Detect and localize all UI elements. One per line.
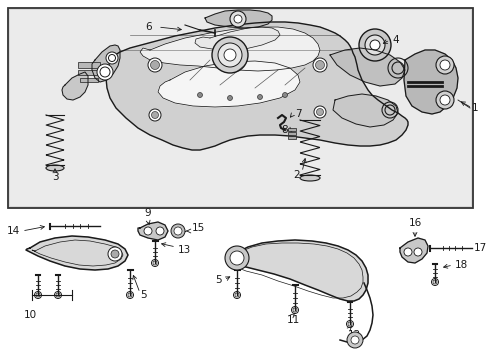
Text: 9: 9 xyxy=(144,208,151,218)
Circle shape xyxy=(403,248,411,256)
Circle shape xyxy=(150,60,159,69)
Polygon shape xyxy=(92,45,120,82)
Polygon shape xyxy=(140,27,319,71)
Circle shape xyxy=(291,306,298,314)
Bar xyxy=(287,128,295,131)
Text: 11: 11 xyxy=(286,315,299,325)
Text: 12: 12 xyxy=(347,330,361,340)
Polygon shape xyxy=(195,27,280,50)
Circle shape xyxy=(197,93,202,98)
Bar xyxy=(10,10,470,206)
Bar xyxy=(8,8,472,208)
Circle shape xyxy=(171,224,184,238)
Circle shape xyxy=(358,29,390,61)
Text: 4: 4 xyxy=(391,35,398,45)
Bar xyxy=(78,62,100,68)
Text: 10: 10 xyxy=(23,310,37,320)
Circle shape xyxy=(346,332,362,348)
Circle shape xyxy=(151,260,158,266)
Polygon shape xyxy=(138,222,168,240)
Circle shape xyxy=(106,52,118,64)
Circle shape xyxy=(174,227,182,235)
Circle shape xyxy=(229,11,245,27)
Circle shape xyxy=(346,320,353,328)
Circle shape xyxy=(126,292,133,298)
Text: 3: 3 xyxy=(52,172,58,182)
Circle shape xyxy=(430,279,438,285)
Polygon shape xyxy=(158,61,299,107)
Circle shape xyxy=(151,112,158,118)
Circle shape xyxy=(292,308,296,312)
Circle shape xyxy=(108,247,122,261)
Polygon shape xyxy=(399,238,427,263)
Circle shape xyxy=(156,227,163,235)
Circle shape xyxy=(111,250,119,258)
Text: 5: 5 xyxy=(140,290,146,300)
Text: 1: 1 xyxy=(471,103,478,113)
Text: 2: 2 xyxy=(293,170,299,180)
Circle shape xyxy=(413,248,421,256)
Circle shape xyxy=(312,58,326,72)
Circle shape xyxy=(56,293,60,297)
Circle shape xyxy=(148,58,162,72)
Circle shape xyxy=(364,35,384,55)
Text: 5: 5 xyxy=(215,275,222,285)
Text: 8: 8 xyxy=(281,125,287,135)
Bar xyxy=(80,78,98,82)
Circle shape xyxy=(229,251,244,265)
Text: 6: 6 xyxy=(145,22,152,32)
Text: 17: 17 xyxy=(473,243,486,253)
Circle shape xyxy=(432,280,436,284)
Polygon shape xyxy=(26,236,128,270)
Circle shape xyxy=(149,109,161,121)
Bar xyxy=(287,132,295,135)
Circle shape xyxy=(97,64,113,80)
Text: 7: 7 xyxy=(294,109,301,119)
Circle shape xyxy=(153,261,157,265)
Text: 15: 15 xyxy=(192,223,205,233)
Circle shape xyxy=(143,227,152,235)
Polygon shape xyxy=(332,94,397,127)
Circle shape xyxy=(224,246,248,270)
Polygon shape xyxy=(106,22,407,150)
Circle shape xyxy=(233,292,240,298)
Circle shape xyxy=(347,322,351,326)
Circle shape xyxy=(227,95,232,100)
Text: 18: 18 xyxy=(454,260,468,270)
Polygon shape xyxy=(227,240,367,301)
Circle shape xyxy=(316,108,323,116)
Polygon shape xyxy=(403,50,457,114)
Circle shape xyxy=(257,94,262,99)
Circle shape xyxy=(369,40,379,50)
Circle shape xyxy=(350,336,358,344)
Circle shape xyxy=(282,93,287,98)
Circle shape xyxy=(212,37,247,73)
Circle shape xyxy=(218,43,242,67)
Text: 16: 16 xyxy=(407,218,421,228)
Circle shape xyxy=(128,293,132,297)
Text: 13: 13 xyxy=(178,245,191,255)
Bar xyxy=(287,136,295,139)
Circle shape xyxy=(54,292,61,298)
Text: 14: 14 xyxy=(7,226,20,236)
Circle shape xyxy=(36,293,40,297)
Circle shape xyxy=(439,95,449,105)
Circle shape xyxy=(224,49,236,61)
Circle shape xyxy=(35,292,41,298)
Circle shape xyxy=(315,60,324,69)
Bar xyxy=(78,70,98,75)
Circle shape xyxy=(439,60,449,70)
Circle shape xyxy=(435,56,453,74)
Circle shape xyxy=(435,91,453,109)
Polygon shape xyxy=(204,10,271,28)
Polygon shape xyxy=(62,72,88,100)
Polygon shape xyxy=(329,48,404,86)
Ellipse shape xyxy=(299,175,319,181)
Circle shape xyxy=(235,293,239,297)
Ellipse shape xyxy=(46,165,64,171)
Circle shape xyxy=(234,15,242,23)
Circle shape xyxy=(313,106,325,118)
